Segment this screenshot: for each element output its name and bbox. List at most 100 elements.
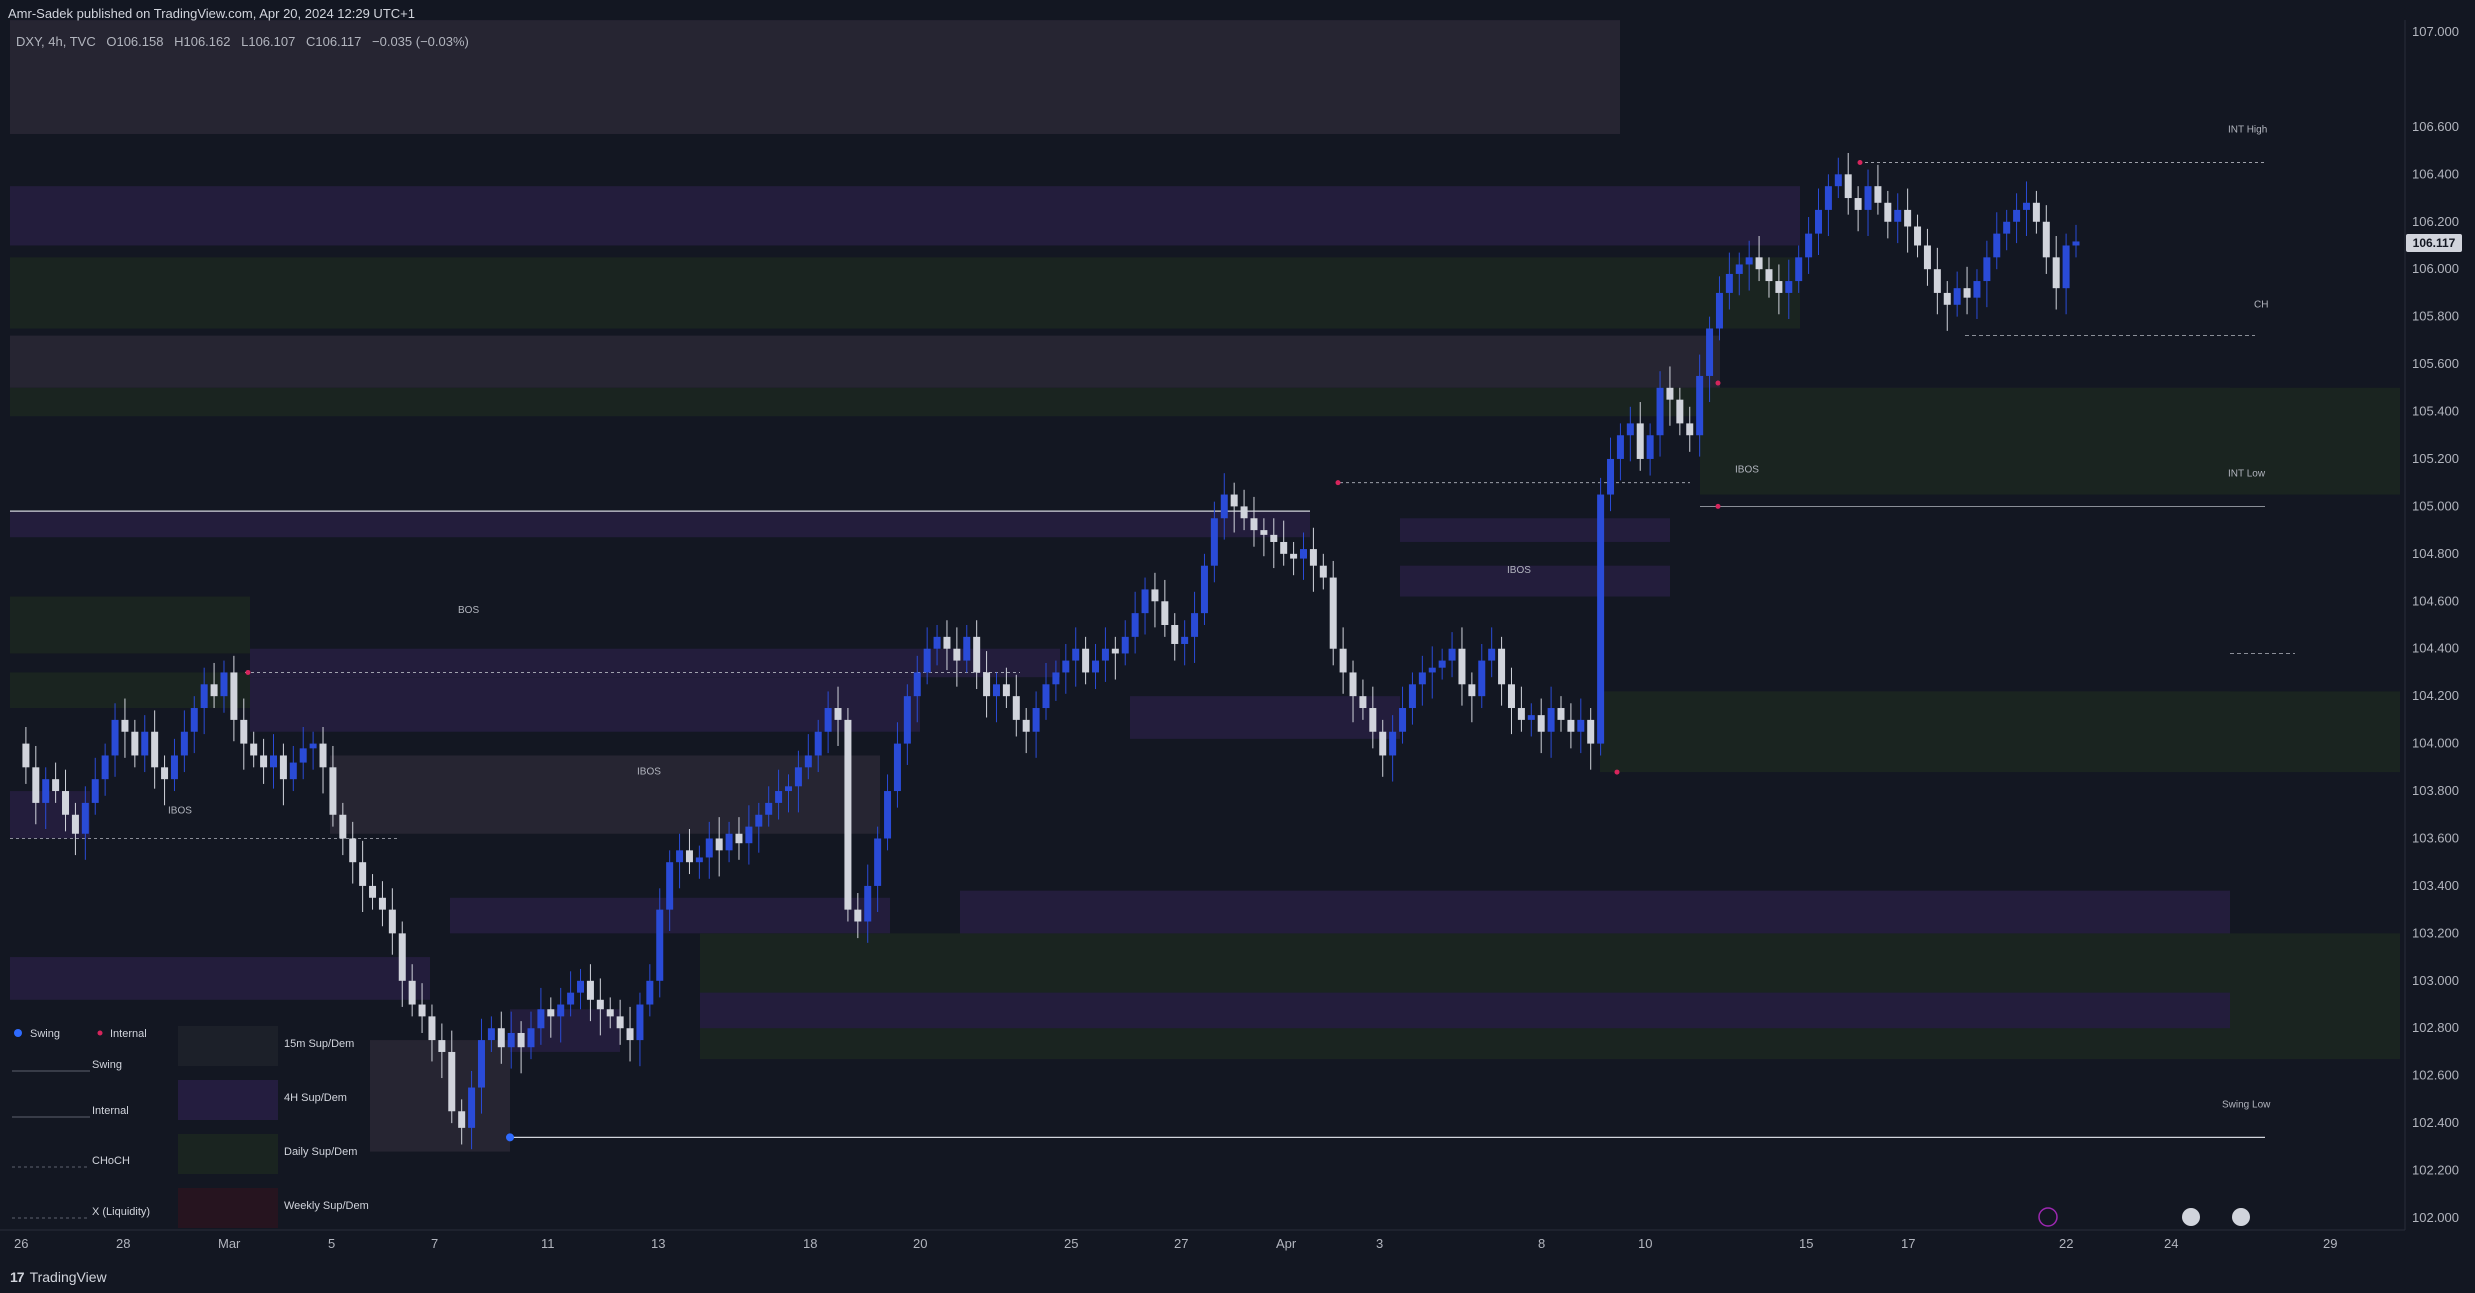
candle-body-165 — [1646, 435, 1654, 459]
zone-13 — [1130, 696, 1400, 739]
candle-140 — [1399, 686, 1407, 744]
candle-153 — [1527, 703, 1535, 737]
candle-body-146 — [1458, 648, 1466, 685]
candle-60 — [606, 997, 614, 1029]
candle-body-37 — [378, 897, 386, 910]
annotation-4: IBOS — [1735, 465, 1759, 476]
candle-175 — [1745, 240, 1753, 291]
candle-157 — [1567, 703, 1575, 749]
candle-143 — [1428, 646, 1436, 699]
candle-body-182 — [1815, 209, 1822, 234]
candle-13 — [141, 715, 149, 773]
legend-zone-label-0: 15m Sup/Dem — [284, 1038, 354, 1050]
candle-body-184 — [1834, 174, 1842, 187]
candle-body-151 — [1507, 684, 1515, 709]
time-tick-17: 22 — [2059, 1236, 2073, 1251]
candle-body-140 — [1399, 708, 1407, 732]
candle-body-58 — [586, 980, 594, 1000]
time-tick-8: 20 — [913, 1236, 927, 1251]
candle-167 — [1666, 366, 1674, 426]
candle-8 — [91, 757, 99, 815]
candle-74 — [745, 805, 753, 865]
candle-160 — [1597, 477, 1605, 756]
candle-185 — [1844, 152, 1852, 215]
price-axis[interactable]: 107.000 106.600 106.400 106.200 106.000 105.8… — [2404, 20, 2459, 1230]
candle-155 — [1547, 686, 1555, 758]
price-tick-6: 105.600 — [2412, 356, 2459, 371]
candle-83 — [834, 686, 842, 746]
candle-body-102 — [1022, 719, 1030, 732]
candle-124 — [1240, 489, 1248, 531]
time-tick-19: 29 — [2323, 1236, 2337, 1251]
candle-body-78 — [785, 786, 792, 792]
candle-body-134 — [1339, 648, 1347, 673]
candle-body-133 — [1329, 577, 1337, 649]
candle-101 — [1012, 674, 1020, 737]
symbol-label[interactable]: DXY, 4h, TVC — [16, 34, 96, 49]
candle-body-195 — [1943, 292, 1951, 305]
candle-202 — [2013, 193, 2021, 244]
candle-body-120 — [1200, 565, 1208, 614]
candle-body-116 — [1161, 601, 1169, 625]
candle-body-67 — [676, 850, 684, 863]
candle-body-61 — [616, 1016, 624, 1029]
candle-114 — [1141, 577, 1149, 635]
candle-body-189 — [1884, 202, 1892, 222]
candle-173 — [1725, 252, 1733, 310]
time-axis[interactable]: 26 28 Mar 5 7 11 13 18 20 25 27 Apr 3 8 10 15 17 22 24 29 — [0, 1229, 2405, 1251]
price-tick-19: 103.000 — [2412, 973, 2459, 988]
candle-199 — [1983, 240, 1991, 308]
time-tick-16: 17 — [1901, 1236, 1915, 1251]
candle-2 — [32, 745, 40, 825]
candle-32 — [329, 745, 337, 827]
footer-brand[interactable]: 17 TradingView — [10, 1269, 107, 1285]
candle-body-54 — [547, 1009, 555, 1017]
candle-201 — [2003, 209, 2011, 251]
candle-172 — [1715, 276, 1723, 341]
legend-zone-swatch-1 — [178, 1080, 278, 1120]
candle-body-70 — [705, 838, 713, 858]
candle-body-186 — [1854, 198, 1862, 210]
price-tick-21: 102.600 — [2412, 1068, 2459, 1083]
candle-body-9 — [101, 755, 109, 780]
candle-body-104 — [1042, 684, 1050, 709]
candle-body-161 — [1607, 458, 1615, 495]
candle-30 — [309, 731, 317, 770]
candle-body-7 — [81, 802, 89, 834]
candle-130 — [1300, 532, 1307, 580]
candle-177 — [1765, 257, 1773, 298]
candle-37 — [378, 881, 386, 927]
candle-body-168 — [1676, 399, 1684, 424]
candle-3 — [42, 767, 50, 829]
candle-body-90 — [903, 696, 911, 744]
candle-174 — [1735, 252, 1743, 296]
candle-body-110 — [1101, 648, 1109, 661]
candle-186 — [1854, 186, 1862, 232]
candle-body-13 — [141, 731, 149, 756]
candle-body-89 — [893, 743, 901, 792]
candle-79 — [794, 750, 802, 813]
candle-26 — [270, 734, 277, 789]
zone-21 — [700, 992, 2230, 1029]
candle-54 — [547, 997, 555, 1038]
time-tick-9: 25 — [1064, 1236, 1078, 1251]
candle-body-202 — [2013, 209, 2021, 222]
legend-zone-swatch-2 — [178, 1134, 278, 1174]
candle-166 — [1656, 371, 1664, 457]
candle-137 — [1369, 686, 1377, 749]
candle-body-205 — [2042, 221, 2050, 258]
candle-34 — [349, 821, 357, 884]
candle-body-124 — [1240, 506, 1248, 519]
candle-body-144 — [1438, 660, 1446, 668]
candle-body-177 — [1765, 269, 1773, 282]
candle-103 — [1032, 691, 1040, 758]
candle-body-74 — [745, 826, 753, 844]
candle-body-55 — [557, 1004, 565, 1017]
candle-19 — [200, 667, 208, 735]
marker-dot-4 — [1614, 769, 1620, 775]
candle-body-94 — [943, 636, 951, 649]
candle-42 — [428, 1004, 436, 1062]
candle-body-12 — [131, 731, 139, 756]
candle-body-92 — [923, 648, 931, 673]
